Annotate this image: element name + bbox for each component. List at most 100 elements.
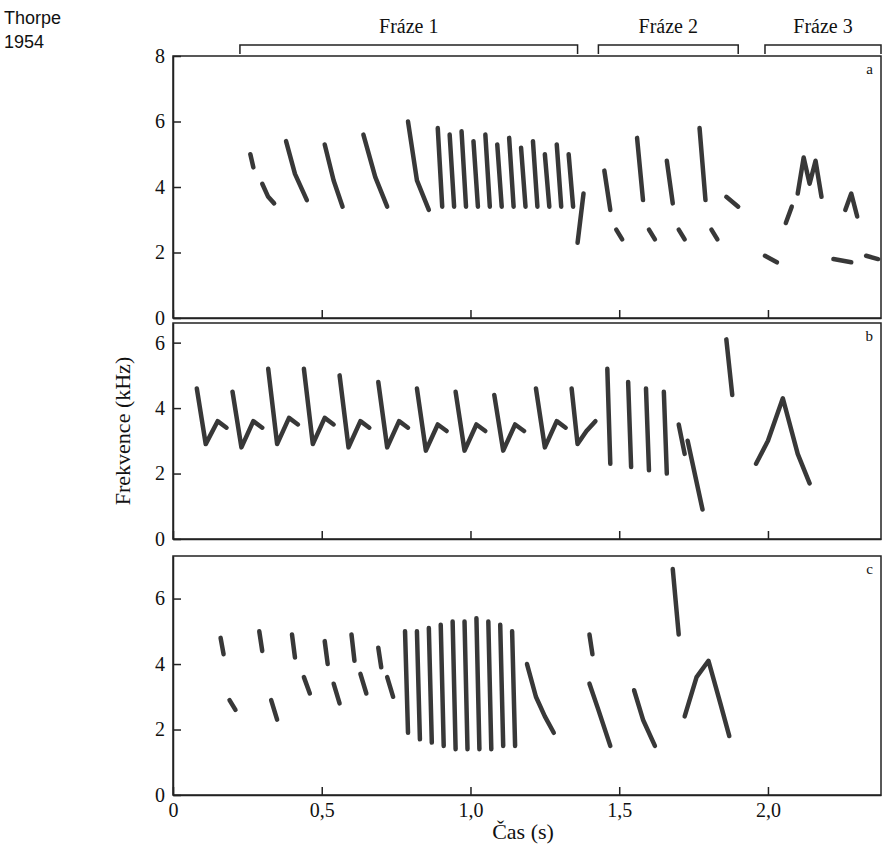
- tick: 8: [155, 45, 181, 67]
- y-axis: 0246: [155, 324, 181, 550]
- syllable-trace: [286, 141, 307, 200]
- syllable-trace: [646, 388, 649, 470]
- tick: 4: [155, 653, 181, 675]
- syllable-trace: [679, 424, 685, 453]
- syllable-trace: [334, 684, 340, 704]
- tick-label: 0: [155, 307, 165, 329]
- syllable-trace: [304, 369, 334, 444]
- syllable-trace: [465, 621, 468, 749]
- syllable-trace: [360, 674, 366, 694]
- x-axis: 0 0,5 1,0 1,5 2,0: [169, 787, 882, 821]
- syllable-trace: [637, 138, 643, 200]
- plot-frame: [173, 556, 881, 795]
- syllable-trace: [221, 638, 224, 654]
- tick-label: 0: [155, 528, 165, 550]
- syllable-trace: [453, 621, 456, 749]
- tick: [768, 531, 769, 539]
- syllable-trace: [569, 154, 573, 206]
- tick-mark: [768, 310, 770, 318]
- syllable-trace: [578, 194, 584, 243]
- syllable-trace: [500, 625, 503, 746]
- syllable-trace: [512, 631, 515, 746]
- tick-label: 0,5: [310, 799, 335, 821]
- syllable-trace: [604, 171, 610, 210]
- tick: 2: [155, 241, 181, 263]
- syllable-trace: [230, 700, 236, 710]
- syllable-trace: [232, 392, 262, 448]
- phrase-label: Fráze 1: [379, 15, 438, 37]
- syllable-trace: [340, 375, 370, 447]
- panel-letter: b: [866, 328, 874, 344]
- tick-label: 2: [155, 718, 165, 740]
- axis-line: [173, 557, 175, 796]
- syllable-trace: [634, 690, 655, 746]
- tick-label: 8: [155, 45, 165, 67]
- tick-mark: [470, 787, 472, 795]
- syllable-trace: [673, 569, 679, 634]
- syllable-trace: [325, 144, 343, 206]
- tick-mark: [619, 310, 621, 318]
- tick: 0,5: [310, 787, 335, 821]
- tick: [173, 531, 174, 539]
- syllable-trace: [589, 684, 610, 746]
- x-axis: [174, 310, 882, 319]
- tick-mark: [619, 787, 621, 795]
- tick-mark: [470, 310, 472, 318]
- tick: 0: [169, 787, 179, 821]
- tick: [619, 531, 620, 539]
- syllable-trace: [197, 388, 227, 444]
- tick-mark: [173, 56, 181, 58]
- syllable-trace: [688, 441, 703, 510]
- tick-mark: [321, 310, 323, 318]
- panel: 024600,51,01,52,0cČas (s): [155, 556, 882, 844]
- syllable-trace: [509, 138, 513, 207]
- axis-line: [174, 795, 882, 797]
- syllable-trace: [527, 664, 554, 733]
- plot-frame: [173, 323, 881, 539]
- x-axis: [174, 531, 882, 540]
- syllable-trace: [607, 369, 610, 464]
- syllable-trace: [378, 648, 381, 668]
- syllable-trace: [726, 197, 738, 207]
- syllable-trace: [378, 382, 408, 447]
- syllable-trace: [441, 625, 444, 746]
- syllable-trace: [450, 135, 454, 207]
- tick: 6: [155, 110, 181, 132]
- tick: [173, 310, 174, 318]
- tick-label: 4: [155, 653, 165, 675]
- tick-mark: [768, 787, 770, 795]
- phrase-label: Fráze 3: [793, 15, 852, 37]
- syllable-trace: [494, 395, 524, 451]
- tick-mark: [173, 408, 181, 410]
- tick-label: 6: [155, 332, 165, 354]
- tick-mark: [619, 531, 621, 539]
- tick-mark: [173, 473, 181, 475]
- syllable-trace: [417, 388, 447, 450]
- tick: 2,0: [756, 787, 781, 821]
- x-axis-title: Čas (s): [492, 819, 554, 844]
- syllable-trace: [649, 230, 655, 240]
- tick-label: 0: [155, 784, 165, 806]
- syllable-trace: [521, 148, 525, 207]
- tick-label: 1,0: [458, 799, 483, 821]
- syllable-trace: [845, 194, 857, 217]
- tick-label: 6: [155, 587, 165, 609]
- tick-label: 2,0: [756, 799, 781, 821]
- tick-mark: [470, 531, 472, 539]
- tick-mark: [173, 310, 175, 318]
- tick: [322, 531, 323, 539]
- tick: 1,0: [458, 787, 483, 821]
- tick-mark: [173, 598, 181, 600]
- marks: [221, 569, 730, 749]
- syllable-trace: [438, 128, 442, 207]
- tick-mark: [173, 664, 181, 666]
- panel: 02468aThorpe1954Fráze 1Fráze 2Fráze 3: [4, 8, 882, 329]
- syllable-trace: [292, 635, 295, 658]
- syllable-trace: [304, 677, 310, 693]
- tick-label: 2: [155, 241, 165, 263]
- syllable-trace: [488, 621, 491, 749]
- figure: 02468aThorpe1954Fráze 1Fráze 2Fráze 3024…: [0, 0, 893, 849]
- tick: 1,5: [607, 787, 632, 821]
- tick: [470, 531, 471, 539]
- syllable-trace: [417, 631, 420, 739]
